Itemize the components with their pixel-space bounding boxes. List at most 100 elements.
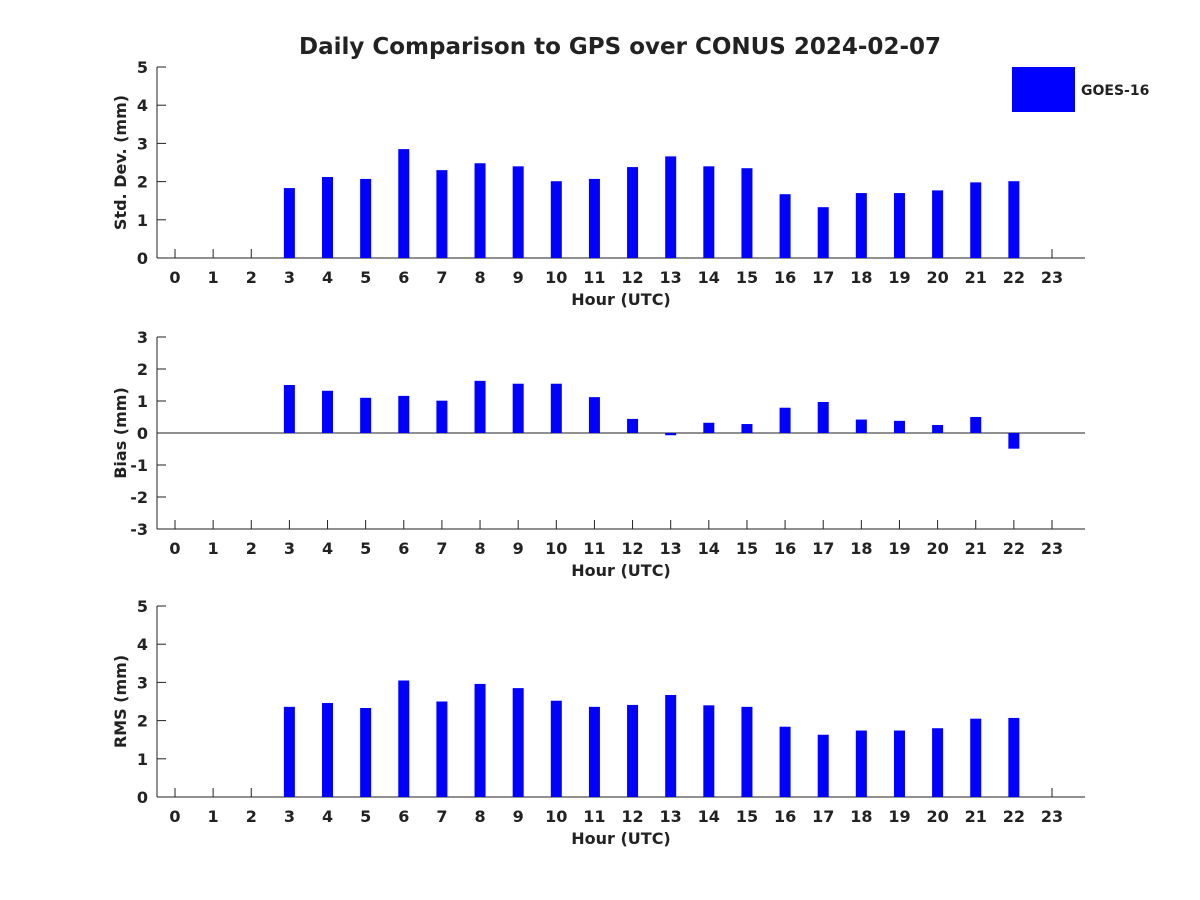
x-tick-label: 1 bbox=[208, 539, 219, 558]
x-tick-label: 7 bbox=[436, 268, 447, 287]
bar-hour-12 bbox=[627, 704, 639, 797]
y-axis-label: Std. Dev. (mm) bbox=[111, 95, 130, 230]
bar-hour-17 bbox=[817, 734, 829, 797]
bar-hour-15 bbox=[741, 424, 753, 433]
bar-hour-21 bbox=[970, 718, 982, 797]
x-tick-label: 2 bbox=[246, 539, 257, 558]
x-tick-label: 10 bbox=[545, 807, 567, 826]
y-tick-label: -1 bbox=[130, 456, 148, 475]
y-tick-label: -3 bbox=[130, 520, 148, 539]
x-tick-label: 8 bbox=[474, 807, 485, 826]
bar-hour-15 bbox=[741, 706, 753, 797]
bar-hour-20 bbox=[932, 190, 944, 258]
bar-hour-21 bbox=[970, 182, 982, 258]
x-tick-label: 11 bbox=[583, 539, 605, 558]
bar-hour-10 bbox=[550, 383, 562, 433]
y-tick-label: 3 bbox=[137, 134, 148, 153]
y-axis-label: Bias (mm) bbox=[111, 387, 130, 479]
x-tick-label: 23 bbox=[1041, 807, 1063, 826]
x-tick-label: 5 bbox=[360, 807, 371, 826]
bar-hour-22 bbox=[1008, 717, 1020, 797]
bar-hour-13 bbox=[665, 156, 677, 258]
x-tick-label: 0 bbox=[169, 807, 180, 826]
bar-hour-19 bbox=[893, 420, 905, 433]
x-tick-label: 19 bbox=[888, 539, 910, 558]
bar-hour-4 bbox=[322, 390, 334, 433]
bar-hour-20 bbox=[932, 728, 944, 797]
x-tick-label: 4 bbox=[322, 807, 333, 826]
x-tick-label: 9 bbox=[513, 807, 524, 826]
bar-hour-14 bbox=[703, 705, 715, 797]
bar-hour-12 bbox=[627, 418, 639, 433]
x-tick-label: 19 bbox=[888, 268, 910, 287]
bar-hour-16 bbox=[779, 407, 791, 433]
y-tick-label: 4 bbox=[137, 96, 148, 115]
x-tick-label: 11 bbox=[583, 268, 605, 287]
x-tick-label: 2 bbox=[246, 807, 257, 826]
x-tick-label: 4 bbox=[322, 268, 333, 287]
bar-hour-10 bbox=[550, 700, 562, 797]
x-tick-label: 9 bbox=[513, 268, 524, 287]
y-tick-label: 1 bbox=[137, 750, 148, 769]
x-tick-label: 15 bbox=[736, 807, 758, 826]
bar-hour-21 bbox=[970, 417, 982, 433]
bar-hour-11 bbox=[588, 706, 600, 797]
y-tick-label: 0 bbox=[137, 424, 148, 443]
x-tick-label: 18 bbox=[850, 807, 872, 826]
x-tick-label: 19 bbox=[888, 807, 910, 826]
x-tick-label: 6 bbox=[398, 807, 409, 826]
x-tick-label: 12 bbox=[621, 807, 643, 826]
bar-hour-20 bbox=[932, 425, 944, 433]
bar-hour-9 bbox=[512, 166, 524, 258]
x-tick-label: 9 bbox=[513, 539, 524, 558]
legend: GOES-16 bbox=[1012, 67, 1149, 112]
bar-hour-17 bbox=[817, 207, 829, 258]
y-tick-label: 1 bbox=[137, 211, 148, 230]
bar-hour-3 bbox=[283, 385, 295, 433]
x-tick-label: 13 bbox=[660, 539, 682, 558]
x-tick-label: 5 bbox=[360, 268, 371, 287]
chart-title: Daily Comparison to GPS over CONUS 2024-… bbox=[299, 34, 941, 60]
bar-hour-4 bbox=[322, 177, 334, 258]
x-axis-label: Hour (UTC) bbox=[571, 829, 671, 848]
bar-hour-19 bbox=[893, 193, 905, 258]
bar-hour-5 bbox=[360, 178, 372, 258]
bar-hour-3 bbox=[283, 706, 295, 797]
y-tick-label: 5 bbox=[137, 597, 148, 616]
bar-hour-7 bbox=[436, 170, 448, 258]
y-tick-label: 4 bbox=[137, 635, 148, 654]
x-tick-label: 20 bbox=[926, 807, 948, 826]
bar-hour-14 bbox=[703, 422, 715, 433]
x-tick-label: 0 bbox=[169, 268, 180, 287]
bar-hour-17 bbox=[817, 401, 829, 433]
bar-hour-9 bbox=[512, 688, 524, 797]
bar-hour-7 bbox=[436, 400, 448, 433]
bar-hour-8 bbox=[474, 163, 486, 258]
x-tick-label: 12 bbox=[621, 268, 643, 287]
x-tick-label: 18 bbox=[850, 539, 872, 558]
x-tick-label: 14 bbox=[698, 268, 720, 287]
bar-hour-15 bbox=[741, 168, 753, 258]
bar-hour-13 bbox=[665, 695, 677, 797]
bar-hour-10 bbox=[550, 181, 562, 258]
x-tick-label: 14 bbox=[698, 539, 720, 558]
x-tick-label: 21 bbox=[965, 268, 987, 287]
bar-hour-22 bbox=[1008, 433, 1020, 449]
x-tick-label: 17 bbox=[812, 268, 834, 287]
x-tick-label: 23 bbox=[1041, 268, 1063, 287]
x-tick-label: 12 bbox=[621, 539, 643, 558]
x-tick-label: 15 bbox=[736, 539, 758, 558]
x-tick-label: 0 bbox=[169, 539, 180, 558]
x-tick-label: 3 bbox=[284, 807, 295, 826]
x-tick-label: 14 bbox=[698, 807, 720, 826]
x-tick-label: 4 bbox=[322, 539, 333, 558]
bar-hour-11 bbox=[588, 397, 600, 433]
x-tick-label: 1 bbox=[208, 807, 219, 826]
bar-hour-6 bbox=[398, 680, 410, 797]
x-tick-label: 7 bbox=[436, 807, 447, 826]
x-tick-label: 16 bbox=[774, 807, 796, 826]
bar-hour-6 bbox=[398, 395, 410, 433]
